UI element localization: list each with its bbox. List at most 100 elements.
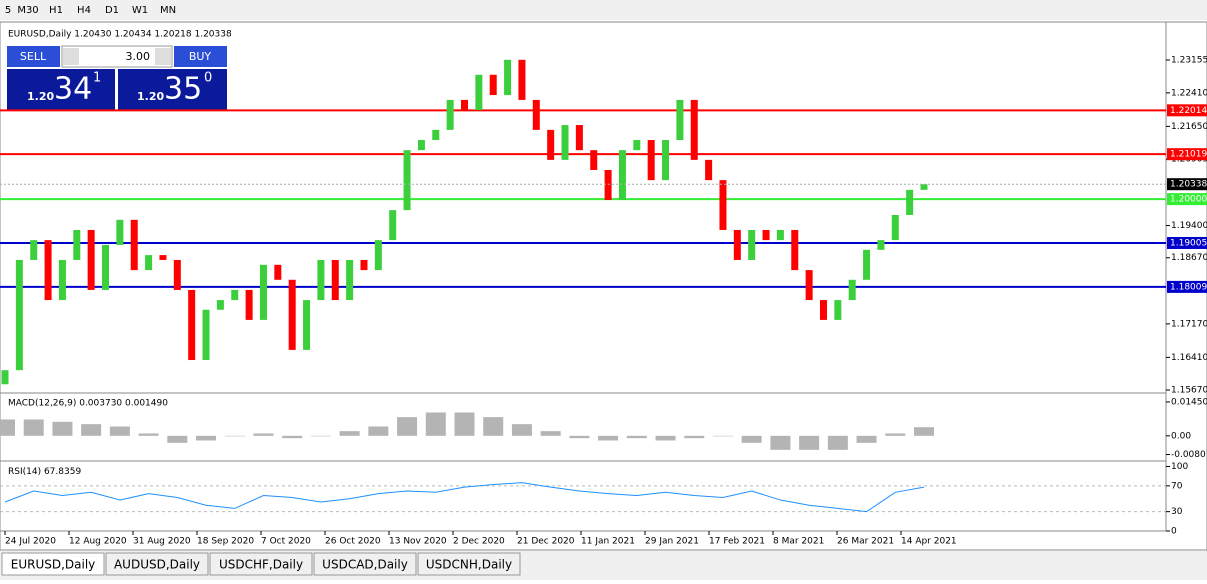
histogram-bar <box>81 424 102 436</box>
tab[interactable] <box>1 552 105 576</box>
x-tick-label: 12 Aug 2020 <box>69 537 127 547</box>
histogram-bar <box>885 433 906 436</box>
indicator-title: EURUSD,Daily 1.20430 1.20434 1.20218 1.2… <box>8 30 232 40</box>
x-tick-label: 13 Nov 2020 <box>389 537 447 547</box>
candle-body <box>346 259 354 301</box>
tab-label: AUDUSD,Daily <box>114 558 200 572</box>
candle-body <box>475 74 483 111</box>
tab[interactable] <box>105 552 209 576</box>
timeframe-button[interactable]: D1 <box>105 5 119 16</box>
candle-body <box>432 129 440 141</box>
trade-panel: SELL 3.00 BUY 1.20 34 1 1.20 35 0 <box>7 45 227 110</box>
histogram-bar <box>52 421 73 436</box>
bid-digits: 34 <box>54 72 92 107</box>
volume-field[interactable] <box>61 45 173 68</box>
y-tick-label: 1.18670 <box>1171 253 1207 263</box>
tab-label: USDCAD,Daily <box>322 558 408 572</box>
candle-body <box>762 229 770 241</box>
candle-body <box>561 125 569 160</box>
y-tick-label: 1.19400 <box>1171 221 1207 231</box>
histogram-bar <box>109 426 130 436</box>
histogram-bar <box>397 417 418 436</box>
tab[interactable] <box>209 552 313 576</box>
candle-body <box>317 259 325 301</box>
tab[interactable] <box>313 552 417 576</box>
candle-body <box>288 279 296 350</box>
candle-body <box>461 99 468 111</box>
timeframe-button[interactable]: H4 <box>77 5 91 16</box>
histogram-bar <box>23 419 44 436</box>
x-tick-label: 26 Mar 2021 <box>837 537 894 547</box>
timeframe-button[interactable]: W1 <box>132 5 148 16</box>
candle-body <box>303 300 311 350</box>
sell-button[interactable] <box>7 46 60 67</box>
histogram-bar <box>425 412 446 436</box>
candle-body <box>446 99 454 130</box>
candle-body <box>547 129 555 160</box>
level-label-box <box>1167 236 1207 249</box>
ask-digits: 35 <box>164 72 202 107</box>
spin-down[interactable] <box>63 48 79 65</box>
candle-body <box>662 140 670 181</box>
timeframe-button[interactable]: 5 <box>5 5 11 16</box>
histogram-bar <box>684 435 705 439</box>
ask-box[interactable] <box>118 69 227 110</box>
candle-body <box>690 99 698 160</box>
candle-body <box>532 99 540 130</box>
candle-body <box>231 289 239 301</box>
volume: 3.00 <box>126 50 151 63</box>
candle-body <box>618 150 626 200</box>
level-label: 1.19005 <box>1170 238 1207 248</box>
histogram-bar <box>310 435 331 437</box>
y-tick-label: 100 <box>1171 462 1188 472</box>
histogram-bar <box>856 435 877 443</box>
histogram-bar <box>712 435 733 437</box>
x-tick-label: 24 Jul 2020 <box>5 537 56 547</box>
candle-body <box>389 210 397 241</box>
indicator-title: MACD(12,26,9) 0.003730 0.001490 <box>8 399 168 409</box>
candle-body <box>733 229 741 260</box>
candle-body <box>719 180 727 230</box>
histogram-bar <box>827 435 848 450</box>
tab[interactable] <box>417 552 521 576</box>
candle-body <box>58 259 66 301</box>
x-tick-label: 2 Dec 2020 <box>453 537 505 547</box>
candle-body <box>173 259 181 290</box>
x-tick-label: 29 Jan 2021 <box>645 537 699 547</box>
candle-body <box>575 125 583 151</box>
y-tick-label: 0.014509 <box>1171 397 1207 407</box>
candle-body <box>906 189 914 215</box>
tab-label: USDCHF,Daily <box>219 558 303 572</box>
y-tick-label: 1.22410 <box>1171 88 1207 98</box>
candle-body <box>489 74 497 96</box>
timeframe-button[interactable]: M30 <box>17 5 38 16</box>
histogram-bar <box>799 435 820 450</box>
candle-body <box>819 300 827 320</box>
histogram-bar <box>511 424 532 436</box>
level-label-box <box>1167 148 1207 161</box>
y-tick-label: 1.17170 <box>1171 319 1207 329</box>
candle-body <box>159 255 167 260</box>
level-label-box <box>1167 104 1207 117</box>
spin-up[interactable] <box>155 48 171 65</box>
candle-body <box>130 219 138 271</box>
y-tick-label: 0 <box>1171 527 1177 537</box>
histogram-bar <box>167 435 188 443</box>
level-label: 1.20000 <box>1170 195 1207 205</box>
timeframe-button[interactable]: MN <box>160 5 176 16</box>
histogram-bar <box>598 435 619 441</box>
candle-body <box>1 370 9 385</box>
buy-button[interactable] <box>174 46 227 67</box>
histogram-bar <box>196 435 217 441</box>
x-tick-label: 8 Mar 2021 <box>773 537 824 547</box>
level-label-box <box>1167 280 1207 293</box>
x-tick-label: 21 Dec 2020 <box>517 537 575 547</box>
timeframe-button[interactable]: H1 <box>49 5 63 16</box>
tab-label: EURUSD,Daily <box>11 558 96 572</box>
candle-body <box>216 300 224 310</box>
current-price: 1.20338 <box>1170 180 1207 190</box>
bid-box[interactable] <box>7 69 115 110</box>
candle-body <box>518 59 526 100</box>
x-tick-label: 26 Oct 2020 <box>325 537 381 547</box>
